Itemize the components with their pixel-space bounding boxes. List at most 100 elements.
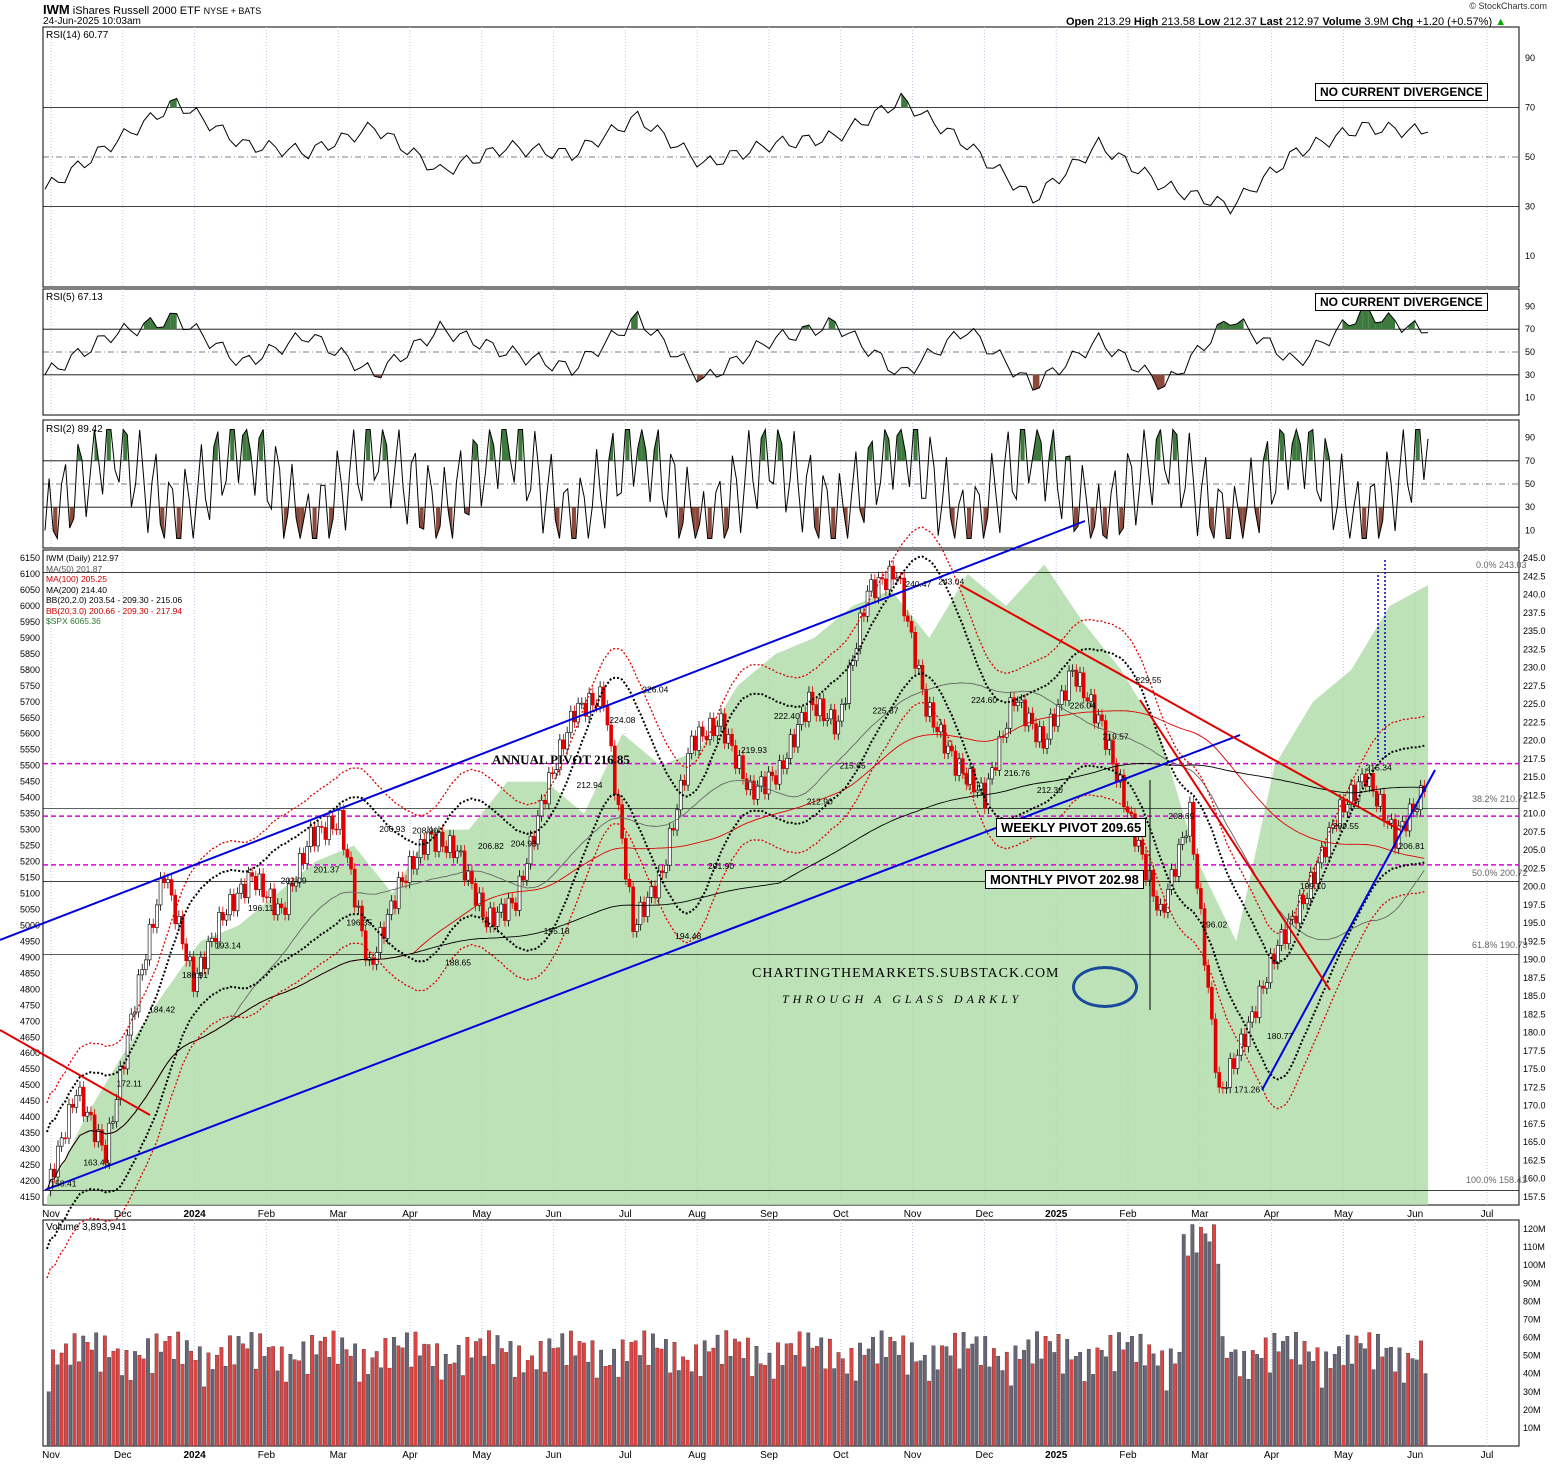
- volume-bar: [474, 1341, 478, 1447]
- candle-body: [1341, 799, 1346, 813]
- candle-body: [268, 888, 273, 898]
- exchange: NYSE + BATS: [203, 6, 262, 16]
- rsi-oversold-fill: [1226, 507, 1231, 539]
- candle-body: [74, 1095, 79, 1108]
- volume-bar: [374, 1351, 379, 1447]
- candle-body: [770, 771, 775, 776]
- volume-bar: [1134, 1361, 1139, 1447]
- volume-bar: [1186, 1255, 1190, 1447]
- open-value: 213.29: [1097, 16, 1131, 28]
- weekly-pivot-label: WEEKLY PIVOT 209.65: [996, 818, 1147, 837]
- volume-bar: [159, 1351, 163, 1447]
- volume-bar: [499, 1348, 504, 1447]
- price-point-label: 219.93: [741, 745, 767, 755]
- price-point-label: 224.60: [971, 695, 997, 705]
- spx-tick-label: 6100: [20, 569, 40, 579]
- volume-bar: [581, 1342, 586, 1447]
- volume-bar: [310, 1335, 314, 1447]
- candle-body: [1232, 1058, 1236, 1069]
- rsi-overbought-fill: [901, 93, 908, 108]
- spx-tick-label: 5800: [20, 665, 40, 675]
- volume-bar: [806, 1332, 811, 1447]
- rsi-oversold-fill: [312, 507, 317, 539]
- volume-bar: [525, 1360, 530, 1447]
- volume-bar: [737, 1341, 742, 1447]
- volume-bar: [120, 1375, 124, 1447]
- spx-tick-label: 4800: [20, 984, 40, 994]
- rsi-oversold-fill: [1119, 507, 1124, 535]
- x-tick-label: Mar: [330, 1209, 348, 1220]
- volume-bar: [940, 1345, 944, 1447]
- volume-bar: [1233, 1349, 1238, 1447]
- spx-tick-label: 4950: [20, 936, 40, 946]
- candle-body: [1177, 844, 1181, 877]
- volume-bar: [68, 1364, 73, 1447]
- candle-body: [1004, 727, 1009, 738]
- rsi-overbought-fill: [143, 317, 151, 330]
- volume-bar: [1328, 1368, 1333, 1447]
- price-tick-label: 242.5: [1523, 571, 1546, 581]
- candle-body: [1188, 801, 1192, 837]
- candle-body: [818, 698, 822, 717]
- rsi-overbought-fill: [1415, 429, 1420, 461]
- candle-body: [733, 745, 738, 769]
- volume-bar: [146, 1338, 150, 1447]
- volume-bar: [590, 1340, 595, 1447]
- candle-body: [814, 704, 819, 717]
- candle-body: [843, 702, 848, 705]
- low-label: Low: [1198, 16, 1221, 28]
- volume-bar: [715, 1334, 720, 1447]
- rsi-overbought-fill: [1368, 308, 1376, 330]
- fib-0: 0.0% 243.03: [1476, 560, 1527, 570]
- candle-body: [1323, 846, 1328, 858]
- candle-body: [275, 903, 280, 916]
- volume-bar: [1138, 1333, 1143, 1447]
- volume-bar: [853, 1380, 858, 1447]
- spx-tick-label: 4600: [20, 1048, 40, 1058]
- price-tick-label: 210.0: [1523, 809, 1546, 819]
- rsi-overbought-fill: [1362, 306, 1369, 330]
- candle-body: [85, 1111, 90, 1117]
- volume-bar: [745, 1337, 750, 1447]
- volume-bar: [1393, 1371, 1398, 1447]
- candle-body: [521, 875, 526, 881]
- x-tick-label-bottom: Nov: [42, 1450, 60, 1461]
- symbol: IWM: [43, 2, 70, 17]
- up-arrow-icon: ▲: [1495, 16, 1507, 28]
- candle-body: [561, 739, 566, 750]
- candle-body: [744, 778, 749, 790]
- rsi-overbought-fill: [106, 429, 111, 461]
- candle-body: [1070, 669, 1075, 672]
- spx-tick-label: 4900: [20, 952, 40, 962]
- candle-body: [180, 915, 185, 945]
- volume-bar: [862, 1355, 867, 1447]
- volume-bar: [530, 1355, 534, 1447]
- volume-bar: [1069, 1359, 1074, 1447]
- candle-body: [202, 956, 207, 970]
- candle-body: [807, 691, 811, 722]
- volume-tick-label: 100M: [1523, 1260, 1546, 1270]
- volume-bar: [970, 1343, 975, 1447]
- volume-bar: [1225, 1357, 1229, 1447]
- candle-body: [1169, 869, 1174, 890]
- volume-bar: [957, 1368, 962, 1447]
- price-point-label: 225.37: [872, 705, 898, 715]
- candle-body: [206, 941, 210, 970]
- spx-tick-label: 5200: [20, 857, 40, 867]
- candle-body: [829, 709, 833, 720]
- candle-body: [378, 927, 383, 953]
- candle-body: [719, 713, 723, 727]
- candle-body: [1034, 723, 1038, 743]
- candle-body: [854, 648, 859, 662]
- volume-bar: [797, 1331, 802, 1447]
- volume-bar: [85, 1342, 90, 1447]
- volume-bar: [215, 1355, 219, 1447]
- candle-body: [78, 1086, 82, 1096]
- price-tick-label: 197.5: [1523, 900, 1546, 910]
- volume-bar: [569, 1330, 573, 1447]
- chg-label: Chg: [1391, 16, 1414, 28]
- candle-body: [539, 799, 544, 817]
- candle-body: [213, 937, 218, 943]
- volume-bar: [323, 1336, 327, 1447]
- ma50-line: [46, 682, 1425, 1191]
